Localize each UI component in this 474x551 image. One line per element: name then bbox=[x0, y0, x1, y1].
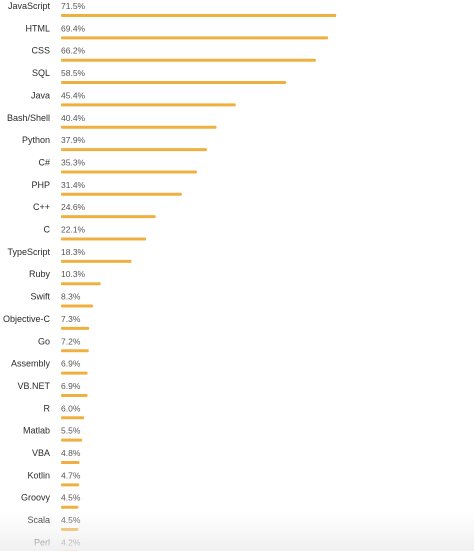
category-label: Matlab bbox=[23, 426, 50, 436]
bar bbox=[61, 438, 83, 442]
bar bbox=[61, 237, 147, 241]
value-label: 7.3% bbox=[61, 314, 81, 324]
value-label: 35.3% bbox=[61, 157, 86, 167]
value-label: 71.5% bbox=[61, 1, 86, 11]
value-label: 4.2% bbox=[61, 537, 81, 547]
category-label: Scala bbox=[27, 515, 50, 525]
value-label: 18.3% bbox=[61, 247, 86, 257]
value-label: 4.7% bbox=[61, 470, 81, 480]
value-label: 6.0% bbox=[61, 403, 81, 413]
category-label: VBA bbox=[32, 448, 50, 458]
category-label: Kotlin bbox=[27, 470, 50, 480]
category-label: Perl bbox=[34, 537, 50, 547]
bar bbox=[61, 170, 197, 174]
bar bbox=[61, 304, 93, 308]
bar bbox=[61, 393, 88, 397]
bar bbox=[61, 148, 207, 152]
bar bbox=[61, 326, 90, 330]
category-label: C++ bbox=[33, 202, 50, 212]
category-label: Bash/Shell bbox=[7, 113, 50, 123]
value-label: 31.4% bbox=[61, 180, 86, 190]
value-label: 7.2% bbox=[61, 336, 81, 346]
bar bbox=[61, 125, 217, 129]
category-label: Assembly bbox=[11, 359, 51, 369]
category-label: SQL bbox=[32, 68, 50, 78]
bar bbox=[61, 103, 236, 107]
value-label: 69.4% bbox=[61, 23, 86, 33]
category-label: Swift bbox=[30, 292, 50, 302]
category-label: R bbox=[44, 403, 51, 413]
bar bbox=[61, 81, 287, 85]
bar bbox=[61, 192, 182, 196]
category-label: CSS bbox=[31, 46, 50, 56]
category-label: C# bbox=[38, 157, 50, 167]
value-label: 40.4% bbox=[61, 113, 86, 123]
value-label: 45.4% bbox=[61, 90, 86, 100]
value-label: 4.5% bbox=[61, 493, 81, 503]
bar bbox=[61, 58, 316, 62]
value-label: 24.6% bbox=[61, 202, 86, 212]
category-label: HTML bbox=[26, 23, 51, 33]
bar bbox=[61, 282, 101, 286]
bar bbox=[61, 416, 85, 420]
value-label: 4.8% bbox=[61, 448, 81, 458]
bar bbox=[61, 36, 329, 40]
value-label: 22.1% bbox=[61, 225, 86, 235]
category-label: Java bbox=[31, 90, 50, 100]
category-label: Python bbox=[22, 135, 50, 145]
value-label: 8.3% bbox=[61, 292, 81, 302]
value-label: 4.5% bbox=[61, 515, 81, 525]
value-label: 37.9% bbox=[61, 135, 86, 145]
bar bbox=[61, 215, 156, 219]
category-label: C bbox=[44, 225, 51, 235]
value-label: 10.3% bbox=[61, 269, 86, 279]
bar bbox=[61, 349, 89, 353]
category-label: Objective-C bbox=[3, 314, 51, 324]
bar bbox=[61, 483, 80, 487]
category-label: JavaScript bbox=[8, 1, 51, 11]
category-label: Groovy bbox=[21, 493, 51, 503]
value-label: 6.9% bbox=[61, 359, 81, 369]
bar bbox=[61, 259, 132, 263]
category-label: Go bbox=[38, 336, 50, 346]
category-label: PHP bbox=[31, 180, 50, 190]
bar bbox=[61, 371, 88, 375]
bar bbox=[61, 528, 79, 532]
bar bbox=[61, 461, 80, 464]
value-label: 6.9% bbox=[61, 381, 81, 391]
category-label: TypeScript bbox=[7, 247, 50, 257]
value-label: 58.5% bbox=[61, 68, 86, 78]
value-label: 5.5% bbox=[61, 426, 81, 436]
value-label: 66.2% bbox=[61, 46, 86, 56]
category-label: VB.NET bbox=[17, 381, 50, 391]
category-label: Ruby bbox=[29, 269, 51, 279]
bar bbox=[61, 505, 79, 509]
bar bbox=[61, 14, 337, 17]
